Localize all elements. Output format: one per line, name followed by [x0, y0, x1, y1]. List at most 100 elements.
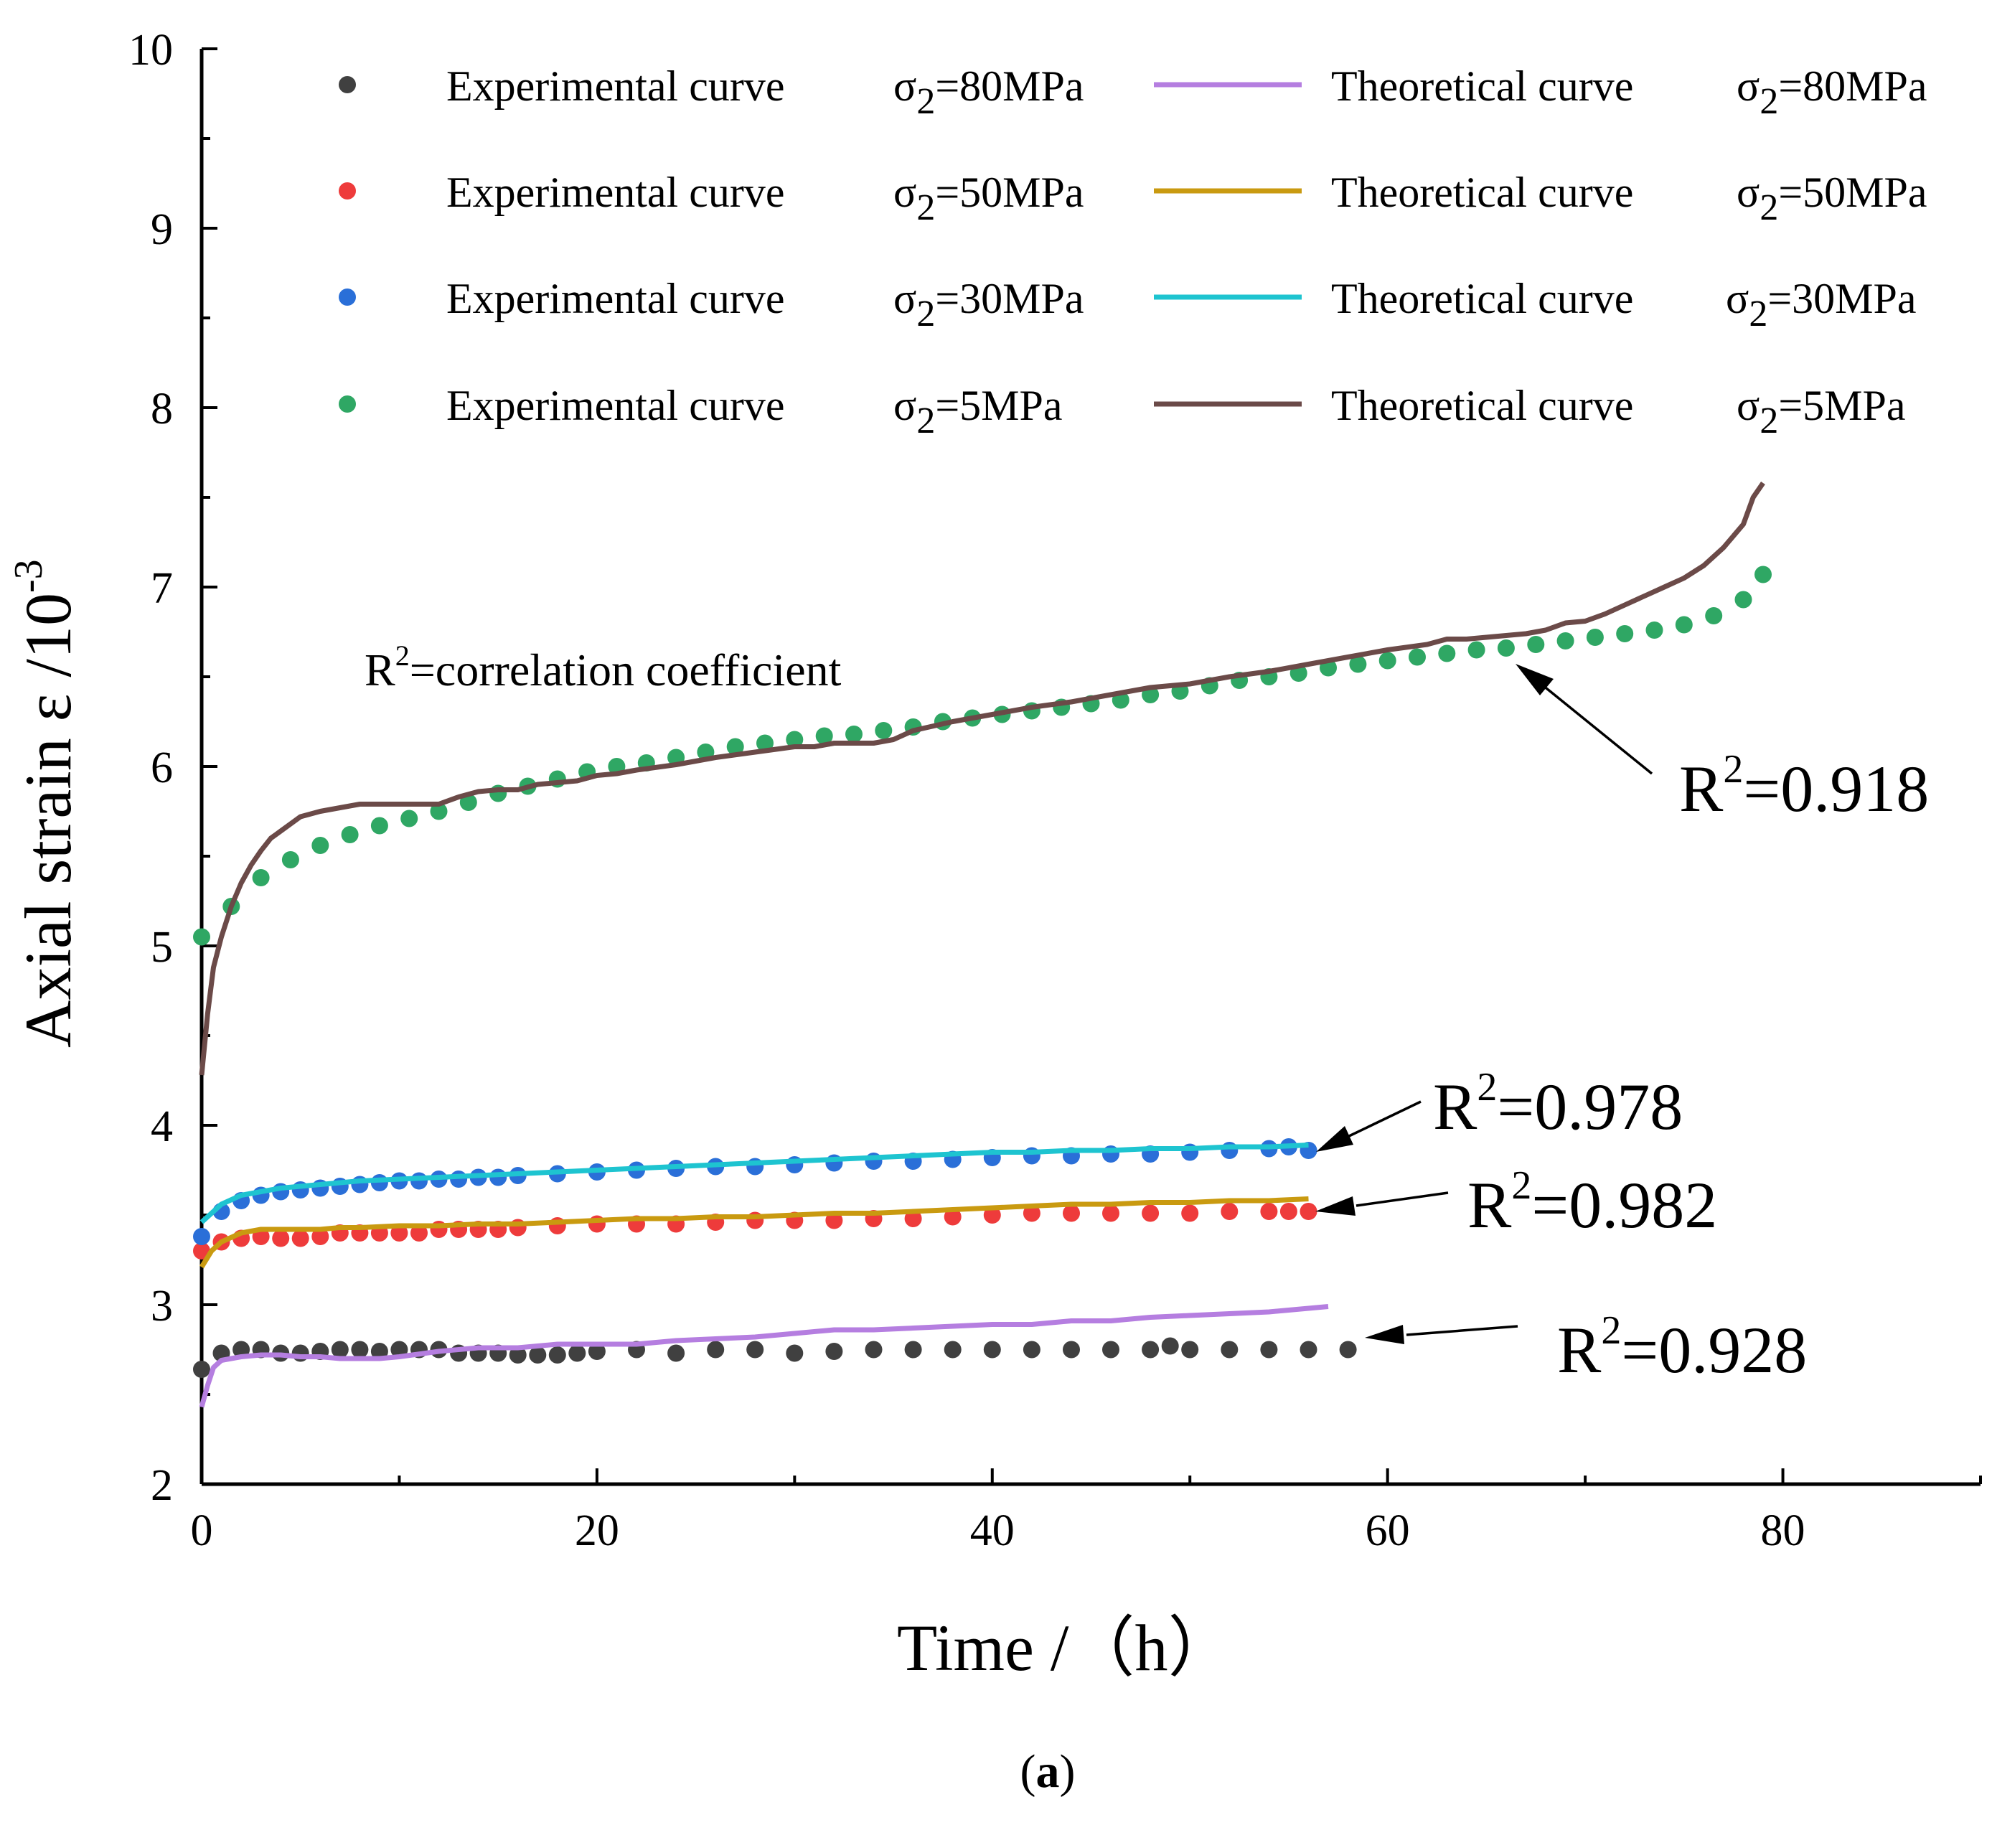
data-point [588, 1343, 606, 1360]
r2-label-80mpa: R2=0.928 [1557, 1308, 1807, 1387]
data-point [1142, 1341, 1160, 1359]
data-point [1102, 1204, 1119, 1222]
data-point [1300, 1341, 1317, 1359]
data-point [509, 1346, 527, 1364]
legend-label: Experimental curve σ2=50MPa [446, 169, 1084, 228]
data-point [707, 1341, 725, 1359]
y-axis-title: Axial strain ε /10-3 [6, 559, 85, 1048]
data-point [1675, 616, 1693, 634]
data-point [193, 1242, 210, 1260]
data-point [983, 1206, 1001, 1224]
legend-item-4: Experimental curve σ2=30MPa [339, 275, 1084, 334]
series-2-scatter [193, 1203, 1317, 1260]
data-point [1705, 607, 1723, 624]
series-6-scatter [193, 566, 1772, 946]
data-point [430, 802, 448, 820]
x-ticks [200, 1468, 1982, 1484]
series-line [199, 1196, 1309, 1269]
series-line [199, 482, 1765, 1076]
data-point [1161, 1337, 1179, 1355]
data-point [875, 722, 893, 739]
data-point [1142, 1204, 1160, 1222]
x-axis-title: Time /（h） [897, 1611, 1234, 1684]
data-point [1734, 591, 1752, 609]
data-point [1556, 632, 1574, 649]
y-axis-title-exponent: -3 [6, 559, 51, 593]
arrow-5mpa-line [1541, 684, 1653, 775]
data-point [291, 1229, 309, 1247]
arrow-80mpa-line [1406, 1325, 1518, 1336]
y-tick-label: 9 [151, 205, 173, 254]
data-point [193, 928, 210, 946]
legend-label: Experimental curve σ2=5MPa [446, 382, 1063, 441]
legend-item-2: Experimental curve σ2=50MPa [339, 169, 1084, 228]
legend-label: Theoretical curve σ2=80MPa [1331, 62, 1927, 122]
y-tick-label: 3 [151, 1282, 173, 1331]
data-point [726, 738, 744, 756]
data-point [568, 1344, 586, 1362]
data-point [786, 1344, 804, 1362]
data-point [904, 1210, 922, 1227]
data-point [815, 727, 833, 745]
data-point [1063, 1204, 1080, 1222]
data-point [1438, 644, 1456, 662]
data-point [904, 1341, 922, 1359]
legend-item-1: Theoretical curve σ2=80MPa [1154, 62, 1927, 122]
y-axis-title-group: Axial strain ε /10-3 [6, 559, 85, 1048]
x-tick-labels: 0 20 40 60 80 [191, 1506, 1805, 1555]
legend-item-5: Theoretical curve σ2=30MPa [1154, 275, 1917, 334]
legend: Experimental curve σ2=80MPa Theoretical cu… [339, 62, 1927, 441]
legend-marker [339, 395, 356, 413]
data-point [983, 1341, 1001, 1359]
data-point [370, 817, 388, 835]
legend-marker [339, 289, 356, 306]
arrow-30mpa-head [1316, 1126, 1353, 1152]
data-point [1409, 648, 1426, 666]
data-point [193, 1228, 210, 1245]
r2-label-30mpa: R2=0.978 [1433, 1065, 1683, 1143]
data-point [845, 726, 863, 743]
y-tick-labels: 2 3 4 5 6 7 8 9 10 [128, 26, 173, 1510]
data-point [1063, 1341, 1080, 1359]
data-point [252, 869, 270, 886]
arrow-80mpa-head [1365, 1325, 1404, 1344]
data-point [311, 1228, 329, 1245]
data-point [786, 731, 804, 749]
data-point [1023, 1204, 1040, 1222]
data-point [1221, 1203, 1239, 1220]
series-1-line [199, 1304, 1329, 1408]
data-point [1527, 636, 1545, 653]
data-point [311, 837, 329, 854]
data-point [1349, 655, 1367, 673]
data-point [272, 1229, 290, 1247]
x-tick-label: 40 [970, 1506, 1015, 1555]
data-point [944, 1341, 962, 1359]
x-tick-label: 60 [1366, 1506, 1410, 1555]
data-point [1023, 1341, 1040, 1359]
r2-label-50mpa: R2=0.982 [1467, 1163, 1717, 1242]
r2-label-5mpa: R2=0.918 [1679, 747, 1929, 825]
legend-label: Theoretical curve σ2=5MPa [1331, 382, 1906, 441]
y-tick-label: 10 [128, 26, 173, 75]
series-3-line [199, 1196, 1309, 1269]
data-point [667, 1344, 685, 1362]
data-point [341, 826, 359, 843]
series-layer [193, 482, 1772, 1408]
legend-item-0: Experimental curve σ2=80MPa [339, 62, 1084, 122]
data-point [1645, 622, 1663, 639]
series-line [199, 1304, 1329, 1408]
legend-label: Theoretical curve σ2=50MPa [1331, 169, 1927, 228]
data-point [351, 1341, 369, 1359]
y-tick-label: 2 [151, 1461, 173, 1510]
data-point [390, 1224, 408, 1242]
data-point [1754, 566, 1772, 583]
legend-marker [339, 182, 356, 200]
data-point [1378, 652, 1396, 670]
legend-marker [339, 76, 356, 93]
data-point [400, 810, 418, 827]
data-point [1586, 629, 1604, 646]
data-point [1260, 1203, 1278, 1220]
series-7-line [199, 482, 1765, 1076]
arrow-50mpa-line [1356, 1191, 1449, 1207]
